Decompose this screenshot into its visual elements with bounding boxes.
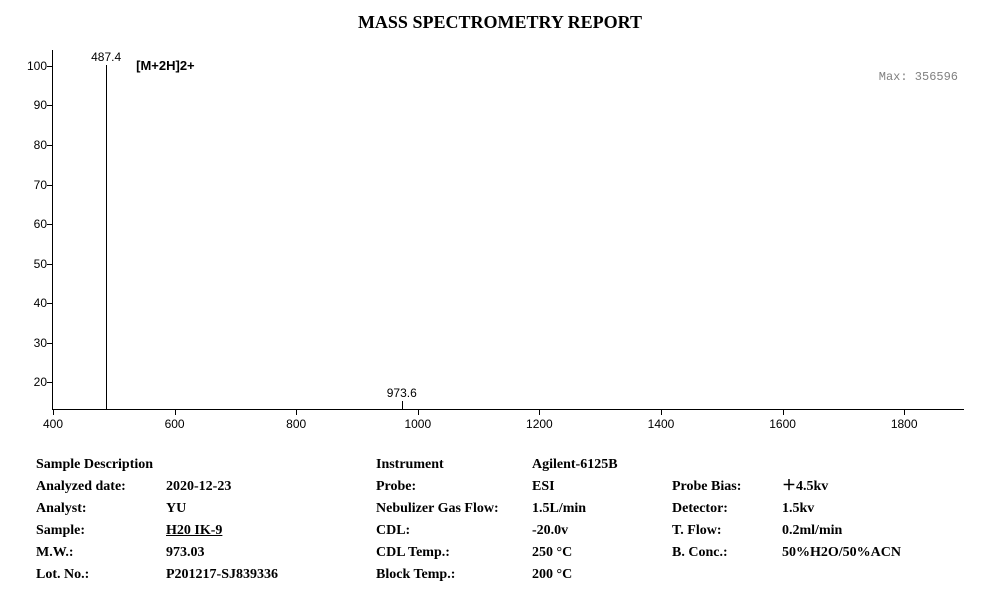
detector-label: Detector: <box>672 498 782 520</box>
detector-value: 1.5kv <box>782 498 814 520</box>
cdl-temp-value: 250 °C <box>532 542 572 564</box>
mw-value: 973.03 <box>166 542 205 564</box>
ytick-line <box>47 105 53 106</box>
plot-area: 2030405060708090100400600800100012001400… <box>52 50 964 410</box>
analyzed-date-value: 2020-12-23 <box>166 476 231 498</box>
sample-label: Sample: <box>36 520 166 542</box>
ytick-line <box>47 145 53 146</box>
xtick-label: 400 <box>43 417 63 431</box>
instrument-label: Instrument <box>376 454 532 476</box>
block-temp-value: 200 °C <box>532 564 572 586</box>
xtick-line <box>539 409 540 415</box>
report-title: MASS SPECTROMETRY REPORT <box>0 0 1000 41</box>
cdl-temp-label: CDL Temp.: <box>376 542 532 564</box>
ytick-label: 100 <box>17 59 47 73</box>
tflow-value: 0.2ml/min <box>782 520 842 542</box>
ion-annotation: [M+2H]2+ <box>136 58 195 73</box>
bconc-label: B. Conc.: <box>672 542 782 564</box>
instrument-value: Agilent-6125B <box>532 454 618 476</box>
xtick-label: 1200 <box>526 417 553 431</box>
ytick-line <box>47 303 53 304</box>
sample-value: H20 IK-9 <box>166 520 222 542</box>
nebulizer-label: Nebulizer Gas Flow: <box>376 498 532 520</box>
analyst-label: Analyst: <box>36 498 166 520</box>
ytick-label: 50 <box>17 257 47 271</box>
lot-value: P201217-SJ839336 <box>166 564 278 586</box>
ytick-label: 60 <box>17 217 47 231</box>
ytick-label: 30 <box>17 336 47 350</box>
max-intensity-label: Max: 356596 <box>879 70 958 84</box>
ytick-line <box>47 66 53 67</box>
xtick-line <box>904 409 905 415</box>
probe-bias-label: Probe Bias: <box>672 476 782 498</box>
xtick-line <box>661 409 662 415</box>
ytick-label: 20 <box>17 375 47 389</box>
xtick-line <box>783 409 784 415</box>
ytick-line <box>47 343 53 344</box>
xtick-label: 800 <box>286 417 306 431</box>
probe-value: ESI <box>532 476 555 498</box>
tflow-label: T. Flow: <box>672 520 782 542</box>
xtick-line <box>175 409 176 415</box>
mass-spectrum-chart: 20 30 40 50 60 70 80 90 100 400 600 800 1000 1200 1400… <box>14 44 984 444</box>
xtick-line <box>296 409 297 415</box>
xtick-label: 1400 <box>648 417 675 431</box>
lot-label: Lot. No.: <box>36 564 166 586</box>
xtick-label: 1600 <box>769 417 796 431</box>
ytick-label: 40 <box>17 296 47 310</box>
xtick-line <box>418 409 419 415</box>
analyzed-date-label: Analyzed date: <box>36 476 166 498</box>
sample-desc-heading: Sample Description <box>36 454 153 476</box>
mw-label: M.W.: <box>36 542 166 564</box>
probe-bias-value: ＋4.5kv <box>782 476 828 498</box>
ytick-line <box>47 382 53 383</box>
metadata-block: Sample Description InstrumentAgilent-612… <box>36 454 976 586</box>
peak-label: 973.6 <box>387 386 417 400</box>
ytick-line <box>47 264 53 265</box>
bconc-value: 50%H2O/50%ACN <box>782 542 901 564</box>
peak-label: 487.4 <box>91 50 121 64</box>
peak-line <box>106 65 107 409</box>
xtick-label: 1800 <box>891 417 918 431</box>
nebulizer-value: 1.5L/min <box>532 498 586 520</box>
peak-line <box>402 401 403 409</box>
analyst-value: YU <box>166 498 186 520</box>
cdl-label: CDL: <box>376 520 532 542</box>
probe-label: Probe: <box>376 476 532 498</box>
ytick-label: 90 <box>17 98 47 112</box>
ytick-line <box>47 224 53 225</box>
xtick-label: 600 <box>165 417 185 431</box>
xtick-line <box>53 409 54 415</box>
ytick-label: 70 <box>17 178 47 192</box>
block-temp-label: Block Temp.: <box>376 564 532 586</box>
ytick-line <box>47 185 53 186</box>
cdl-value: -20.0v <box>532 520 568 542</box>
ytick-label: 80 <box>17 138 47 152</box>
xtick-label: 1000 <box>404 417 431 431</box>
